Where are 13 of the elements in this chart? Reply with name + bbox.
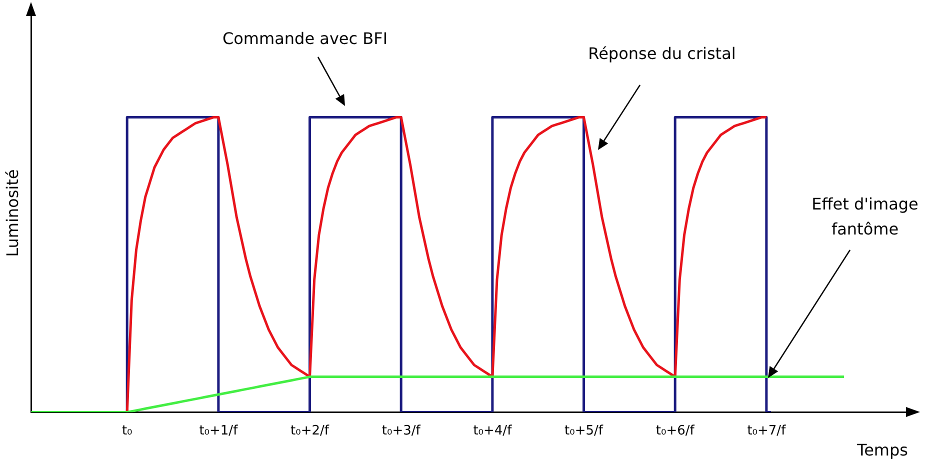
x-tick-label: t₀+3/f <box>382 423 421 438</box>
text: Réponse du cristal <box>588 44 736 64</box>
x-tick-label: t₀ <box>122 423 132 438</box>
x-tick-label: t₀+7/f <box>747 423 786 438</box>
x-axis-title: Temps <box>856 440 908 460</box>
x-tick-label: t₀+6/f <box>656 423 695 438</box>
x-tick-label: t₀+2/f <box>290 423 330 438</box>
x-tick-label: t₀+1/f <box>199 423 238 438</box>
text: Commande avec BFI <box>222 29 388 48</box>
y-axis-title: Luminosité <box>2 169 22 257</box>
x-tick-label: t₀+5/f <box>564 423 604 438</box>
x-tick-label: t₀+4/f <box>473 423 512 438</box>
annotation: Effet d'image fantôme <box>812 194 918 239</box>
